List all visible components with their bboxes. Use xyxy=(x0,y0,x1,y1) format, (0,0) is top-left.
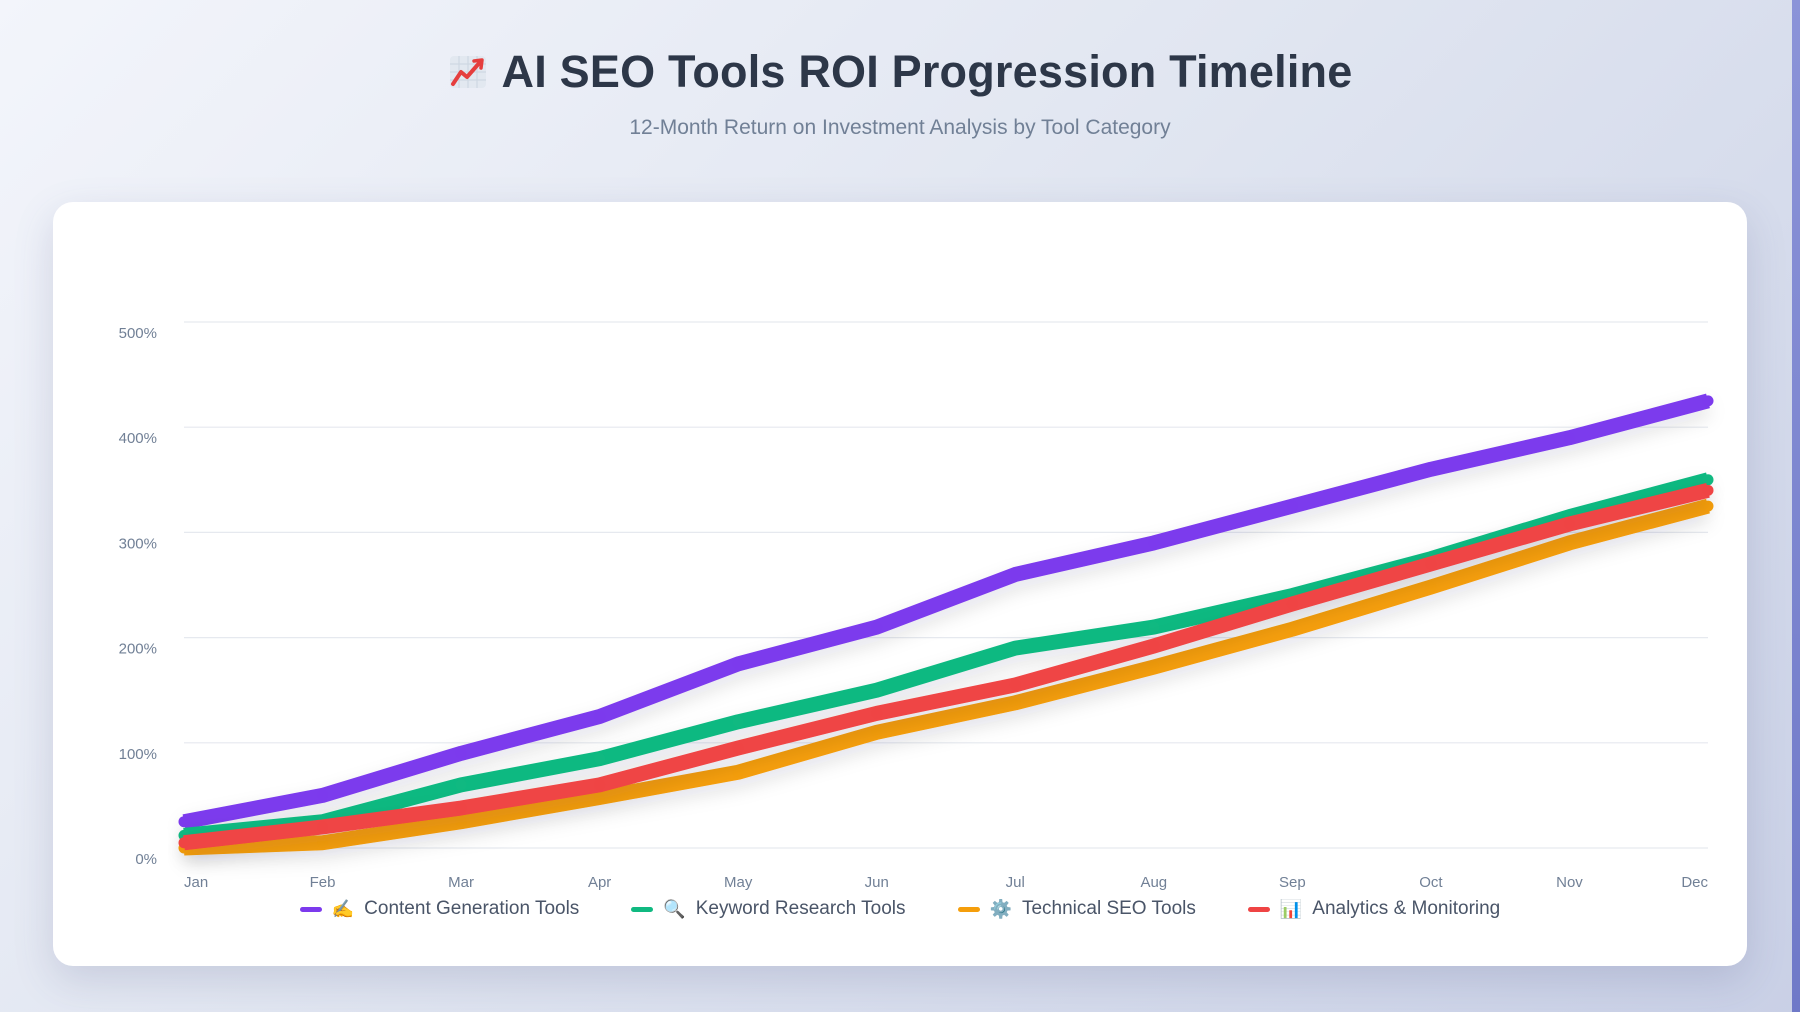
series-line xyxy=(183,472,1710,843)
chart-header: AI SEO Tools ROI Progression Timeline 12… xyxy=(0,46,1800,140)
x-tick-label: Jun xyxy=(865,874,889,891)
data-point xyxy=(178,816,190,828)
data-point xyxy=(1702,395,1714,407)
data-point xyxy=(1286,500,1298,512)
chart-card: 0% 100% 200% 300% 400% 500% Jan Feb Mar Apr May Jun… xyxy=(53,202,1747,966)
data-point xyxy=(1148,621,1160,633)
data-point xyxy=(317,789,329,801)
data-point xyxy=(455,816,467,828)
x-tick-label: Mar xyxy=(448,874,474,891)
data-point xyxy=(594,779,606,791)
x-tick-label: Jul xyxy=(1006,874,1025,891)
x-tick-label: Dec xyxy=(1681,874,1708,891)
legend-item[interactable]: ✍️ Content Generation Tools xyxy=(299,898,580,920)
y-tick-label: 500% xyxy=(119,325,157,342)
data-point xyxy=(594,711,606,722)
chart-subtitle: 12-Month Return on Investment Analysis b… xyxy=(629,116,1171,139)
data-point xyxy=(317,837,329,849)
data-point xyxy=(1563,518,1575,530)
x-tick-label: Apr xyxy=(588,874,611,891)
data-point xyxy=(1009,679,1021,691)
data-point xyxy=(594,792,606,804)
y-tick-label: 0% xyxy=(135,851,157,868)
data-point xyxy=(1425,558,1437,570)
series-line xyxy=(183,483,1710,851)
data-point xyxy=(732,716,744,728)
legend-swatch xyxy=(631,906,654,912)
legend-swatch xyxy=(1247,906,1270,912)
data-point xyxy=(871,726,883,738)
legend-icon: 🔍 xyxy=(663,898,686,920)
series-line xyxy=(182,393,1710,830)
line-chart: 0% 100% 200% 300% 400% 500% Jan Feb Mar Apr May Jun… xyxy=(119,321,1714,891)
data-point xyxy=(178,837,190,849)
data-point xyxy=(1148,640,1160,652)
data-point xyxy=(1425,463,1437,475)
data-point xyxy=(1702,484,1714,496)
chart-title: AI SEO Tools ROI Progression Timeline xyxy=(501,46,1353,97)
data-point xyxy=(1563,432,1575,444)
data-point xyxy=(317,821,329,833)
data-point xyxy=(1148,661,1160,673)
x-tick-label: Nov xyxy=(1556,874,1583,891)
legend-icon: ⚙️ xyxy=(989,898,1012,920)
x-tick-label: Sep xyxy=(1279,874,1306,891)
data-point xyxy=(455,747,467,759)
legend-label: Content Generation Tools xyxy=(364,898,580,919)
legend-label: Analytics & Monitoring xyxy=(1312,898,1501,919)
legend-label: Technical SEO Tools xyxy=(1021,898,1196,919)
x-tick-label: Feb xyxy=(310,874,336,891)
data-point xyxy=(732,742,744,754)
legend-item[interactable]: 📊 Analytics & Monitoring xyxy=(1247,898,1501,920)
data-point xyxy=(871,707,883,719)
window-edge xyxy=(1792,0,1800,1012)
chart-legend: ✍️ Content Generation Tools 🔍 Keyword Resea… xyxy=(53,898,1747,920)
legend-swatch xyxy=(299,906,322,912)
y-tick-label: 200% xyxy=(119,641,157,658)
y-tick-label: 300% xyxy=(119,535,157,552)
chart-increasing-icon xyxy=(449,56,486,88)
legend-swatch xyxy=(957,906,980,912)
legend-label: Keyword Research Tools xyxy=(695,898,906,919)
x-tick-label: Aug xyxy=(1140,874,1167,891)
data-point xyxy=(871,684,883,696)
legend-item[interactable]: 🔍 Keyword Research Tools xyxy=(631,898,906,920)
series-line xyxy=(183,498,1710,856)
y-tick-label: 400% xyxy=(119,430,157,447)
data-point xyxy=(732,766,744,778)
data-point xyxy=(871,621,883,633)
data-point xyxy=(1286,623,1298,635)
data-point xyxy=(1702,500,1714,512)
data-point xyxy=(1286,598,1298,610)
data-point xyxy=(1702,474,1714,486)
y-tick-label: 100% xyxy=(119,746,157,763)
legend-icon: ✍️ xyxy=(331,898,355,920)
data-point xyxy=(594,753,606,765)
data-point xyxy=(1009,697,1021,709)
x-tick-label: Oct xyxy=(1419,874,1443,891)
data-point xyxy=(1425,581,1437,593)
page-title: AI SEO Tools ROI Progression Timeline xyxy=(448,46,1353,98)
data-point xyxy=(732,658,744,670)
x-tick-label: Jan xyxy=(184,874,208,891)
data-point xyxy=(455,779,467,791)
data-point xyxy=(455,802,467,814)
data-point xyxy=(1009,642,1021,654)
legend-icon: 📊 xyxy=(1279,898,1303,920)
x-tick-label: May xyxy=(724,874,753,891)
data-point xyxy=(1009,568,1021,580)
legend-item[interactable]: ⚙️ Technical SEO Tools xyxy=(957,898,1196,920)
data-point xyxy=(1148,537,1160,549)
data-point xyxy=(1563,537,1575,549)
